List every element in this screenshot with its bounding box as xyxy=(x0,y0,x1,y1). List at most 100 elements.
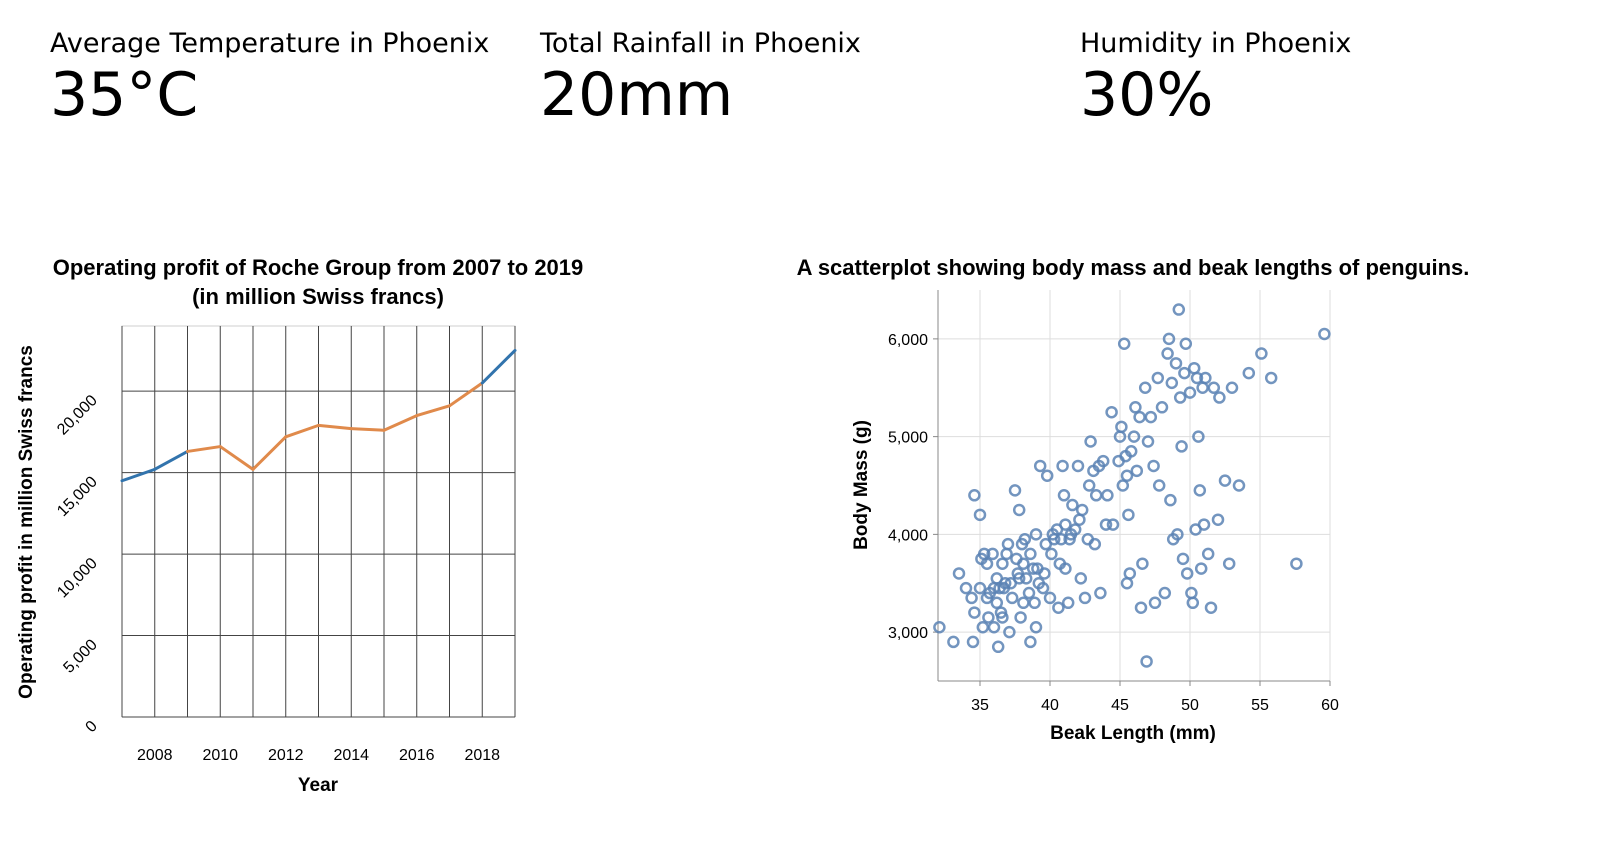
scatter-point xyxy=(1001,537,1015,551)
scatter-point xyxy=(1005,591,1019,605)
scatter-point xyxy=(1138,381,1152,394)
scatter-point xyxy=(996,557,1009,570)
line-segment xyxy=(120,467,157,483)
x-tick-label: 2014 xyxy=(333,747,369,764)
x-tick-label: 35 xyxy=(971,697,989,714)
scatter-point xyxy=(952,567,966,580)
scatter-point xyxy=(966,635,980,649)
scatter-point xyxy=(1000,547,1013,561)
scatter-point xyxy=(1068,523,1082,536)
scatter-point xyxy=(1031,562,1044,575)
scatter-point xyxy=(1052,601,1065,614)
scatter-point xyxy=(1008,484,1022,497)
scatter-point xyxy=(1122,508,1135,522)
x-tick-label: 40 xyxy=(1041,697,1059,714)
scatter-point xyxy=(1029,528,1043,541)
scatter-point xyxy=(1185,586,1198,600)
scatter-point xyxy=(1018,533,1032,546)
scatter-point xyxy=(1017,596,1030,610)
scatter-point xyxy=(973,581,987,595)
scatter-point xyxy=(933,620,946,634)
chart-title: Operating profit of Roche Group from 200… xyxy=(53,255,584,280)
scatter-point xyxy=(1092,459,1106,473)
scatter-point xyxy=(980,557,994,570)
scatter-point xyxy=(1074,572,1088,585)
scatter-point xyxy=(1197,518,1211,531)
y-tick-label: 15,000 xyxy=(54,473,101,520)
y-axis-title: Body Mass (g) xyxy=(851,420,872,550)
scatter-point xyxy=(1056,459,1069,473)
scatter-point xyxy=(1186,596,1200,610)
scatter-point xyxy=(1099,518,1113,531)
scatter-point xyxy=(1171,528,1184,541)
kpi-rainfall: Total Rainfall in Phoenix 20mm xyxy=(540,28,861,128)
scatter-point xyxy=(1014,611,1027,624)
x-tick-label: 60 xyxy=(1321,697,1339,714)
y-tick-label: 5,000 xyxy=(60,636,100,676)
scatter-point xyxy=(1045,547,1058,561)
tick-labels: 35 40 45 50 55 60 3,000 4,000 5,000 6,000 xyxy=(888,332,1339,714)
scatter-point xyxy=(987,620,1001,634)
scatter-point xyxy=(1120,577,1134,590)
line-segment xyxy=(349,427,386,432)
y-tick-label: 4,000 xyxy=(888,527,928,544)
grid xyxy=(121,325,516,718)
scatter-point xyxy=(1116,479,1130,492)
x-tick-label: 50 xyxy=(1181,697,1199,714)
scatter-point xyxy=(976,620,990,634)
scatter-point xyxy=(975,552,988,566)
scatter-point xyxy=(968,606,981,619)
line-segment xyxy=(186,445,222,453)
scatter-point xyxy=(993,581,1006,595)
kpi-value: 30% xyxy=(1080,60,1214,131)
scatter-point xyxy=(1036,581,1050,595)
scatter-point xyxy=(1071,459,1085,473)
scatter-point xyxy=(1081,533,1095,546)
scatter-point xyxy=(1059,518,1072,531)
scatter-point xyxy=(1290,557,1303,570)
scatter-point xyxy=(1087,464,1100,478)
scatter-point xyxy=(990,572,1004,585)
line-segment xyxy=(153,449,189,471)
scatter-point xyxy=(1028,596,1041,610)
y-tick-label: 6,000 xyxy=(888,332,928,349)
scatter-point xyxy=(1189,523,1202,536)
scatter-point xyxy=(1033,459,1047,473)
scatter-point xyxy=(1161,347,1174,360)
scatter-point xyxy=(1183,386,1197,399)
scatter-point xyxy=(1213,391,1226,404)
chart-subtitle: (in million Swiss francs) xyxy=(192,284,444,309)
scatter-point xyxy=(991,640,1005,654)
kpi-humidity: Humidity in Phoenix 30% xyxy=(1080,28,1351,128)
scatter-point xyxy=(990,596,1004,610)
scatter-point xyxy=(1162,332,1176,346)
x-axis-title: Year xyxy=(298,775,339,796)
scatter-point xyxy=(1207,381,1221,394)
scatter-point xyxy=(1201,547,1215,561)
scatter-point xyxy=(1106,518,1120,531)
tick-labels: 0 5,000 10,000 15,000 20,000 2008 2010 2012 2014… xyxy=(54,392,500,764)
scatter-point xyxy=(1166,533,1180,546)
line-chart: Operating profit of Roche Group from 200… xyxy=(16,255,584,796)
kpi-value: 20mm xyxy=(540,60,734,131)
scatter-point xyxy=(1147,459,1160,473)
scatter-point xyxy=(1199,371,1212,385)
scatter-point xyxy=(987,581,1001,595)
scatter-point xyxy=(1204,601,1218,614)
y-tick-label: 20,000 xyxy=(54,392,101,439)
line-segment xyxy=(251,435,288,471)
kpi-label: Total Rainfall in Phoenix xyxy=(540,28,861,59)
chart-title: A scatterplot showing body mass and beak… xyxy=(797,255,1470,280)
scatter-point xyxy=(1010,552,1023,566)
scatter-point xyxy=(1178,366,1191,380)
scatter-point xyxy=(986,547,999,561)
scatter-point xyxy=(1084,435,1097,448)
scatter-point xyxy=(1136,557,1149,570)
scatter-point xyxy=(1057,489,1071,502)
scatter-point xyxy=(1190,371,1204,385)
scatter-point xyxy=(1173,391,1187,404)
scatter-point xyxy=(1039,537,1053,551)
scatter-point xyxy=(1155,401,1169,414)
scatter-point xyxy=(1120,469,1134,482)
x-tick-label: 2016 xyxy=(399,747,435,764)
